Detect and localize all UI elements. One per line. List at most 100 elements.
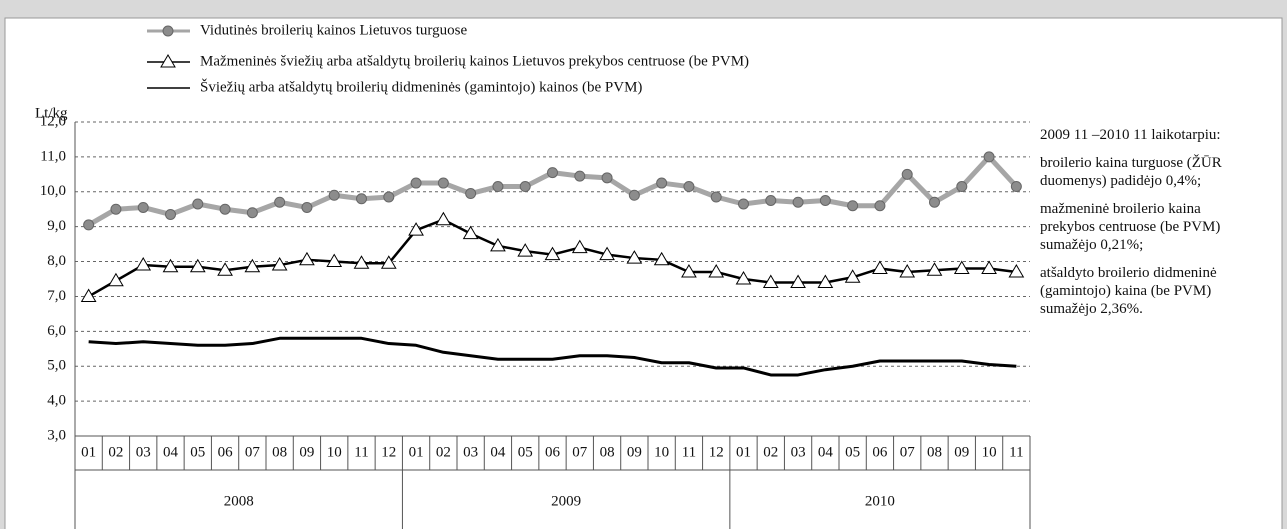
point bbox=[708, 264, 725, 278]
x-group-label: 2009 bbox=[551, 493, 581, 509]
point bbox=[956, 181, 968, 193]
point bbox=[80, 288, 97, 302]
y-tick-label: 6,0 bbox=[47, 323, 66, 339]
point bbox=[792, 196, 804, 208]
point bbox=[819, 195, 831, 206]
point bbox=[681, 264, 697, 278]
point bbox=[926, 262, 943, 276]
x-tick-label: 12 bbox=[709, 444, 724, 460]
x-group-label: 2010 bbox=[865, 493, 895, 509]
point bbox=[710, 191, 722, 203]
x-tick-label: 05 bbox=[190, 444, 205, 460]
point bbox=[899, 264, 916, 278]
point bbox=[219, 203, 231, 215]
x-tick-label: 09 bbox=[627, 444, 642, 460]
y-tick-label: 8,0 bbox=[47, 253, 66, 269]
point bbox=[599, 246, 615, 261]
point bbox=[653, 251, 670, 266]
x-tick-label: 03 bbox=[136, 444, 151, 460]
annotation: mažmeninė broilerio kaina prekybos centr… bbox=[1040, 201, 1221, 253]
x-tick-label: 04 bbox=[490, 444, 506, 460]
x-tick-label: 05 bbox=[845, 444, 860, 460]
x-tick-label: 12 bbox=[381, 444, 396, 460]
annotation: 2009 11 –2010 11 laikotarpiu: bbox=[1040, 127, 1221, 143]
point bbox=[162, 25, 174, 37]
point bbox=[408, 222, 424, 236]
x-tick-label: 08 bbox=[927, 444, 942, 460]
point bbox=[901, 168, 913, 180]
point bbox=[544, 246, 561, 261]
chart-frame bbox=[4, 17, 1283, 529]
point bbox=[217, 262, 233, 276]
point bbox=[1008, 264, 1025, 278]
annotations: 2009 11 –2010 11 laikotarpiu: broilerio k… bbox=[1040, 126, 1240, 328]
point bbox=[110, 203, 122, 215]
point bbox=[547, 167, 558, 179]
point bbox=[435, 211, 452, 226]
point bbox=[517, 243, 534, 257]
point bbox=[601, 172, 613, 184]
x-tick-label: 08 bbox=[600, 444, 615, 460]
x-tick-label: 10 bbox=[982, 444, 997, 460]
point bbox=[656, 177, 668, 189]
point bbox=[765, 195, 777, 206]
point bbox=[162, 258, 179, 273]
point bbox=[574, 170, 586, 182]
point bbox=[953, 260, 970, 275]
point bbox=[274, 196, 286, 208]
point bbox=[165, 208, 176, 220]
x-tick-label: 11 bbox=[682, 444, 696, 460]
point bbox=[244, 258, 261, 273]
y-tick-label: 4,0 bbox=[47, 393, 66, 409]
point bbox=[735, 271, 752, 285]
point bbox=[571, 239, 588, 254]
x-tick-label: 07 bbox=[572, 444, 588, 460]
point bbox=[246, 207, 258, 219]
point bbox=[353, 255, 370, 269]
x-tick-label: 04 bbox=[818, 444, 834, 460]
y-tick-label: 3,0 bbox=[47, 427, 66, 443]
point bbox=[817, 274, 834, 288]
y-axis-label: Lt/kg bbox=[35, 105, 68, 121]
point bbox=[83, 219, 95, 231]
legend-label: Vidutinės broilerių kainos Lietuvos turg… bbox=[200, 22, 467, 38]
x-tick-label: 08 bbox=[272, 444, 287, 460]
x-tick-label: 06 bbox=[545, 444, 561, 460]
series-line bbox=[88, 336, 1017, 377]
point bbox=[108, 272, 124, 287]
point bbox=[326, 253, 343, 268]
point bbox=[983, 151, 995, 163]
point bbox=[465, 188, 477, 200]
point bbox=[299, 251, 315, 266]
point bbox=[981, 260, 997, 275]
x-tick-label: 06 bbox=[872, 444, 888, 460]
annotation: atšaldyto broilerio didmeninė (gamintojo… bbox=[1040, 265, 1217, 317]
x-tick-label: 02 bbox=[763, 444, 778, 460]
point bbox=[301, 201, 313, 213]
point bbox=[356, 193, 367, 205]
point bbox=[738, 198, 749, 210]
x-tick-label: 03 bbox=[463, 444, 478, 460]
y-tick-label: 5,0 bbox=[47, 358, 66, 374]
x-tick-label: 01 bbox=[736, 444, 751, 460]
point bbox=[437, 177, 449, 189]
x-tick-label: 02 bbox=[108, 444, 123, 460]
x-tick-label: 01 bbox=[409, 444, 424, 460]
point bbox=[137, 201, 149, 213]
point bbox=[929, 196, 940, 208]
x-tick-label: 07 bbox=[900, 444, 916, 460]
y-tick-label: 10,0 bbox=[40, 183, 66, 199]
x-tick-label: 11 bbox=[1009, 444, 1023, 460]
x-tick-label: 03 bbox=[791, 444, 806, 460]
point bbox=[626, 250, 643, 264]
point bbox=[874, 200, 886, 212]
y-tick-label: 7,0 bbox=[47, 288, 66, 304]
point bbox=[628, 189, 640, 201]
x-tick-label: 07 bbox=[245, 444, 261, 460]
point bbox=[1010, 181, 1022, 193]
point bbox=[410, 177, 422, 189]
x-tick-label: 01 bbox=[81, 444, 96, 460]
point bbox=[328, 189, 340, 201]
x-tick-label: 09 bbox=[954, 444, 969, 460]
